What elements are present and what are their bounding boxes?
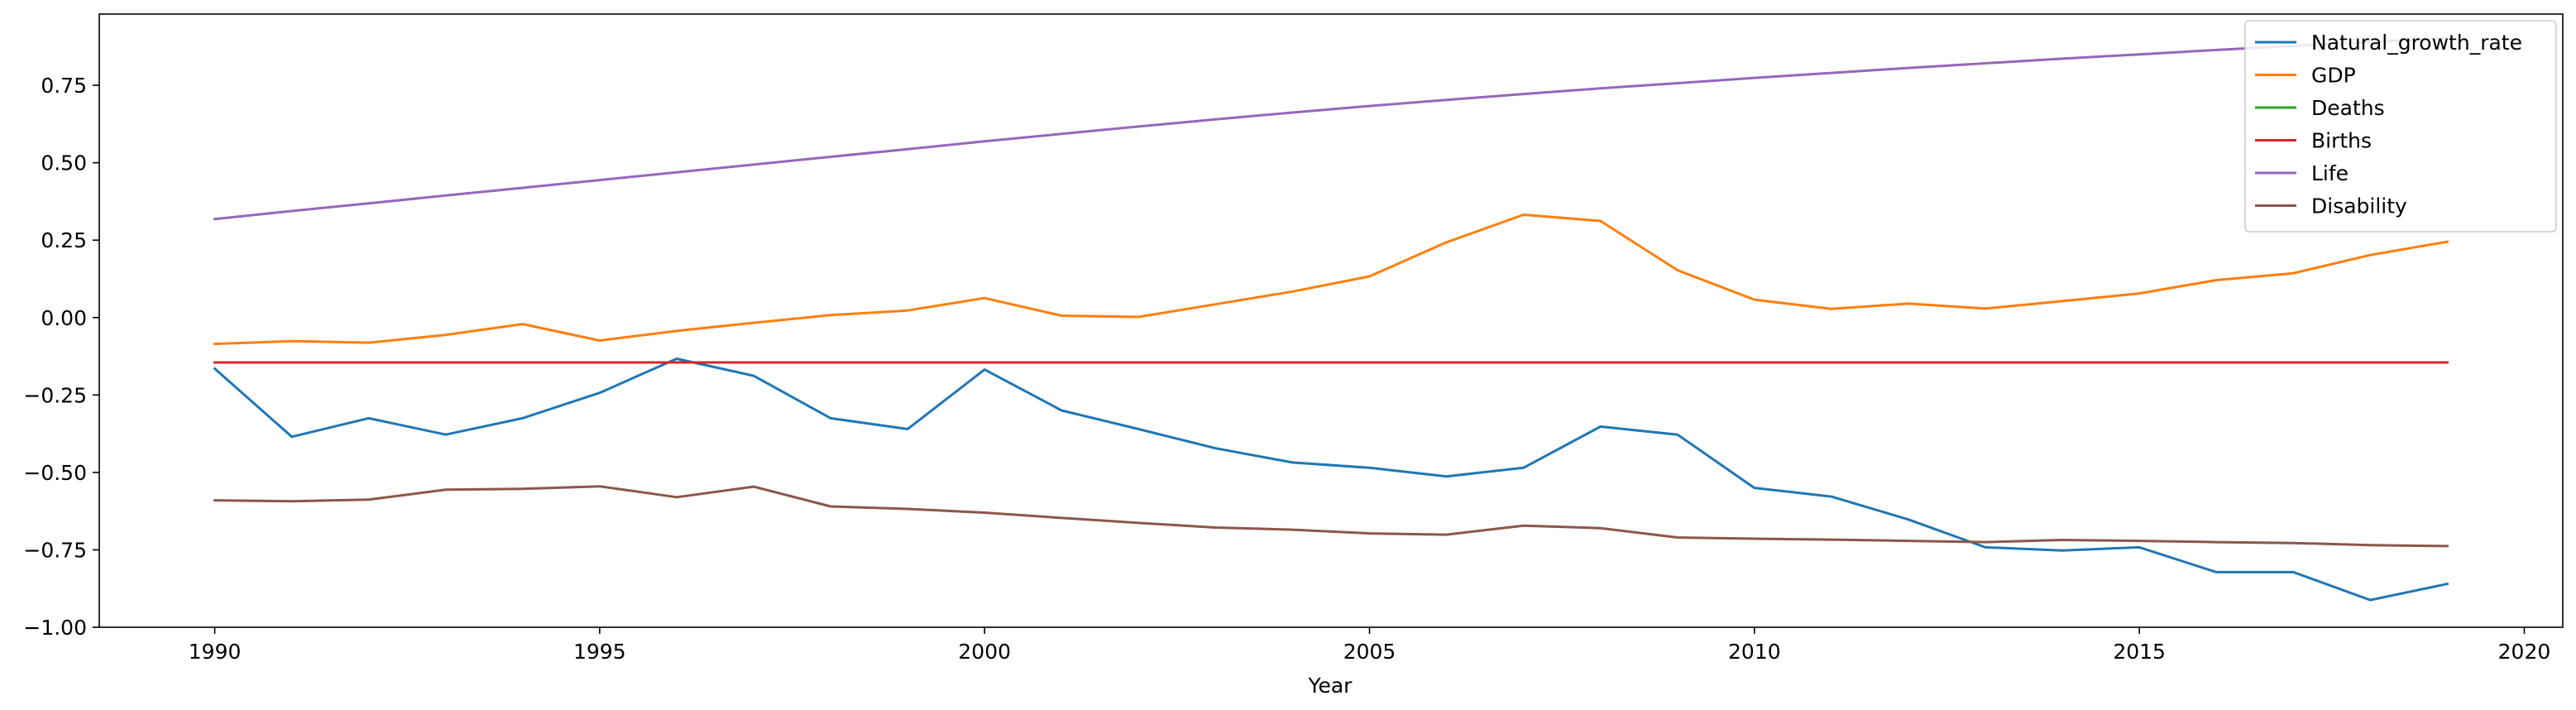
y-axis: −1.00 −0.75 −0.50 −0.25 0.00 0.25 0.50 0.75 (23, 74, 99, 640)
legend-entry: Deaths (2311, 96, 2385, 120)
x-tick-label: 1995 (573, 640, 626, 664)
y-tick-label: −0.25 (23, 383, 87, 407)
y-tick-label: 0.25 (41, 228, 87, 252)
legend-box (2244, 20, 2557, 233)
legend: Natural_growth_rate GDP Deaths Births Life Di… (2244, 20, 2557, 233)
series-line-natural-growth-rate (213, 357, 2449, 602)
x-tick-label: 2010 (1728, 640, 1781, 664)
legend-entry: Life (2311, 161, 2349, 185)
legend-entry: GDP (2311, 64, 2356, 88)
y-tick-label: −0.75 (23, 538, 87, 562)
series-layer (213, 36, 2449, 602)
x-tick-label: 1990 (189, 640, 242, 664)
x-tick-label: 2000 (958, 640, 1011, 664)
y-tick-label: −0.50 (23, 461, 87, 485)
legend-entry: Natural_growth_rate (2311, 31, 2522, 55)
y-tick-label: 0.50 (41, 151, 87, 175)
plot-frame (98, 13, 2564, 628)
x-tick-label: 2020 (2498, 640, 2551, 664)
y-tick-label: −1.00 (23, 616, 87, 640)
series-line-life (213, 36, 2449, 221)
series-line-disability (213, 485, 2449, 548)
series-line-gdp (213, 213, 2449, 346)
x-tick-label: 2015 (2113, 640, 2166, 664)
y-tick-label: 0.00 (41, 306, 87, 330)
legend-entry: Disability (2311, 194, 2407, 218)
x-axis-label: Year (1308, 674, 1353, 698)
x-axis: 1990 1995 2000 2005 2010 2015 2020 (189, 627, 2551, 664)
y-tick-label: 0.75 (41, 74, 87, 98)
legend-entry: Births (2311, 129, 2372, 153)
x-tick-label: 2005 (1343, 640, 1396, 664)
